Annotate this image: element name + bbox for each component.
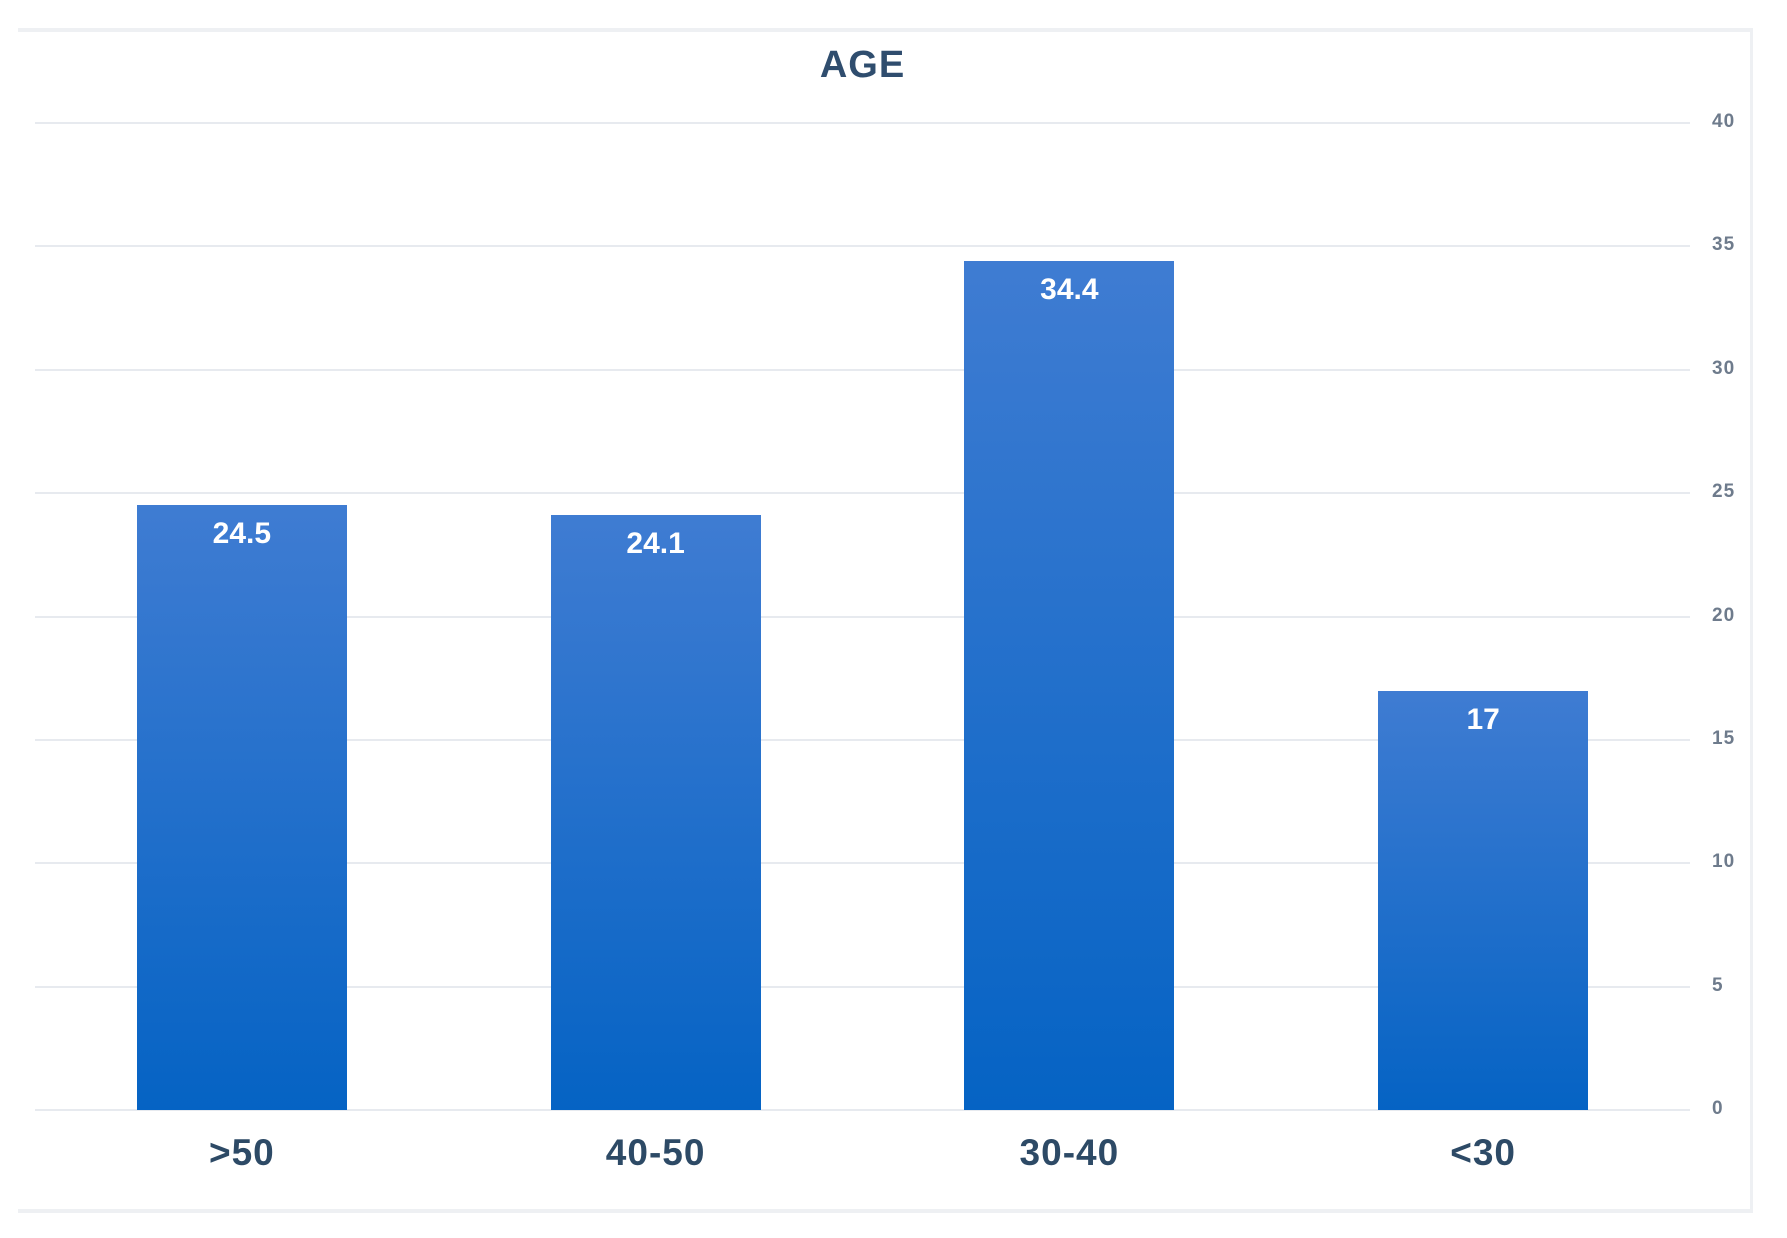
gridline: [35, 492, 1690, 495]
bar-value-label: 17: [1466, 702, 1500, 736]
y-tick-label: 10: [1712, 851, 1736, 873]
bar: 34.4: [964, 261, 1175, 1110]
bar: 17: [1378, 690, 1589, 1110]
chart-border-right: [1750, 28, 1753, 1213]
x-category-label: <30: [1450, 1132, 1516, 1173]
gridline: [35, 245, 1690, 248]
chart-border-bottom: [18, 1209, 1753, 1213]
bar-value-label: 34.4: [1040, 273, 1099, 307]
y-tick-label: 20: [1712, 604, 1736, 626]
bar-value-label: 24.5: [212, 517, 272, 551]
gridline: [35, 862, 1690, 865]
bar-value-label: 24.1: [626, 527, 685, 561]
chart-title: AGE: [819, 44, 906, 86]
bar: 24.5: [136, 505, 347, 1110]
y-tick-label: 25: [1712, 481, 1736, 503]
y-tick-label: 35: [1712, 234, 1736, 256]
y-tick-label: 30: [1712, 357, 1736, 379]
y-tick-label: 15: [1712, 727, 1736, 749]
y-tick-label: 5: [1712, 974, 1724, 996]
gridline: [35, 368, 1690, 371]
bar: 24.1: [550, 515, 761, 1110]
gridline: [35, 1109, 1690, 1111]
gridline: [35, 122, 1690, 124]
gridline: [35, 615, 1690, 618]
gridline: [35, 985, 1690, 988]
chart-border-top: [18, 28, 1753, 32]
y-tick-label: 0: [1712, 1098, 1724, 1119]
x-category-label: >50: [208, 1132, 275, 1173]
y-tick-label: 40: [1712, 111, 1736, 132]
x-category-label: 30-40: [1019, 1132, 1120, 1173]
chart-frame: AGE 0 5 10 15 20 25 30 35 40 24.5 24.1 34.4 17 >50 4…: [18, 28, 1753, 1213]
gridline: [35, 738, 1690, 741]
x-category-label: 40-50: [605, 1132, 706, 1173]
